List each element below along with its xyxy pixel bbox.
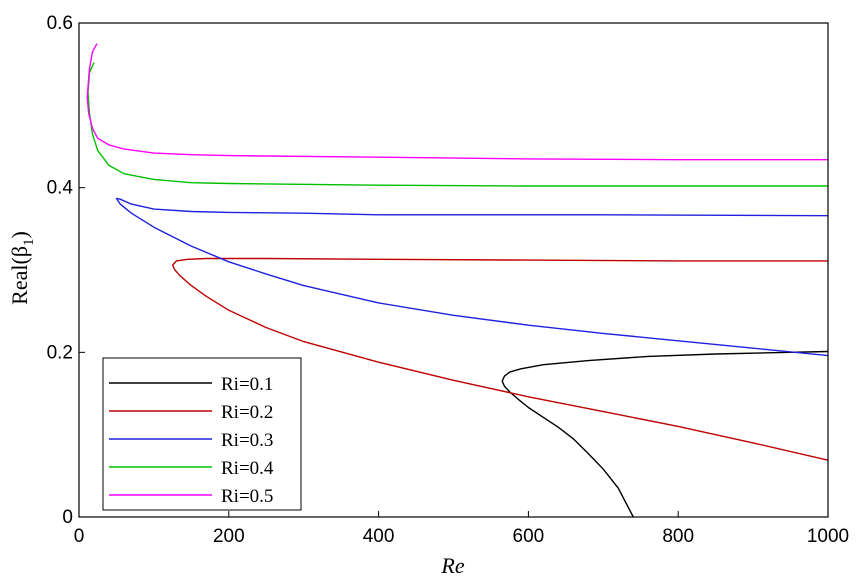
legend-label-3: Ri=0.3 [221,430,273,451]
y-axis-title-subscript: 1 [21,238,37,246]
legend-label-2: Ri=0.2 [221,402,273,423]
tick-labels-layer: 0 200 400 600 800 1000 0 0.2 0.4 0.6 [47,13,850,547]
series-line-1 [501,350,829,518]
series-line-5 [86,43,828,161]
legend-label-4: Ri=0.4 [221,458,274,479]
y-tick-label-3: 0.6 [47,13,73,34]
x-tick-label-5: 1000 [807,526,849,547]
y-tick-label-0: 0 [62,507,73,528]
series-line-3 [115,197,829,357]
series-line-2 [171,257,829,461]
y-tick-label-1: 0.2 [47,342,73,363]
y-axis-title-close: ) [7,231,32,238]
legend-label-5: Ri=0.5 [221,486,273,507]
x-tick-label-1: 200 [213,526,245,547]
legend: Ri=0.1 Ri=0.2 Ri=0.3 Ri=0.4 Ri=0.5 [102,357,302,511]
series-layer [86,43,829,518]
plot-frame [78,22,829,518]
series-line-4 [87,62,828,187]
x-axis-title: Re [440,553,464,578]
x-tick-label-3: 600 [513,526,545,547]
y-axis-title-main: Real(β [7,246,32,305]
legend-label-1: Ri=0.1 [221,374,273,395]
ticks-layer [78,22,829,518]
y-axis-title: Real(β1) [7,231,37,305]
x-tick-label-0: 0 [74,526,85,547]
y-tick-label-2: 0.4 [47,178,74,199]
x-tick-label-2: 400 [363,526,395,547]
x-tick-label-4: 800 [662,526,694,547]
